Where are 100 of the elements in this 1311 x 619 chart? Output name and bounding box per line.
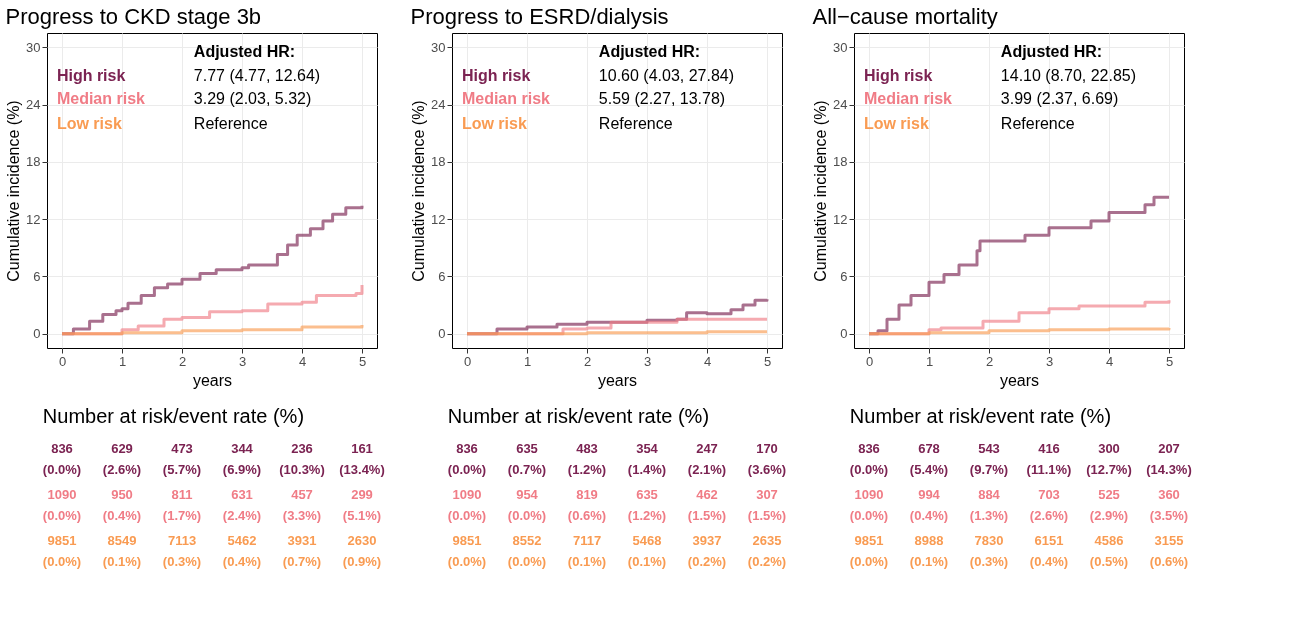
text: 836	[858, 441, 880, 456]
text: (0.1%)	[627, 554, 667, 569]
text: 9851	[47, 533, 77, 548]
text: High risk	[461, 66, 531, 84]
text: 836	[456, 441, 478, 456]
text: 9851	[452, 533, 482, 548]
text: (0.3%)	[162, 554, 202, 569]
text: (5.7%)	[162, 462, 202, 477]
text: 416	[1038, 441, 1060, 456]
x-tick-label: 1	[925, 353, 934, 369]
y-tick-label: 24	[26, 97, 41, 113]
x-axis-title: years	[597, 371, 638, 389]
text: 354	[636, 441, 659, 456]
annotation: 3.99 (2.37, 6.69)	[1000, 90, 1119, 108]
text: 2635	[752, 533, 782, 548]
y-tick-label: 6	[438, 268, 446, 284]
annotation: Adjusted HR:	[1000, 42, 1103, 60]
text: Number at risk/event rate (%)	[447, 405, 710, 427]
text: (0.0%)	[42, 462, 82, 477]
text: (1.3%)	[969, 508, 1009, 523]
text: High risk	[56, 66, 126, 84]
annotation: Adjusted HR:	[598, 42, 701, 60]
text: 1090	[854, 487, 884, 502]
y-tick-label: 18	[431, 154, 446, 170]
text: (14.3%)	[1146, 462, 1192, 477]
text: 629	[111, 441, 133, 456]
text: (0.1%)	[102, 554, 142, 569]
text: Low risk	[56, 115, 122, 133]
text: (0.4%)	[1029, 554, 1069, 569]
text: (1.2%)	[627, 508, 667, 523]
text: 207	[1158, 441, 1180, 456]
text: 307	[756, 487, 778, 502]
text: (0.0%)	[849, 462, 889, 477]
x-tick-label: 3	[1045, 353, 1054, 369]
text: 170	[756, 441, 778, 456]
text: 8549	[107, 533, 137, 548]
text: (0.0%)	[447, 554, 487, 569]
text: 300	[1098, 441, 1120, 456]
text: (0.1%)	[567, 554, 607, 569]
text: (5.4%)	[909, 462, 949, 477]
text: 811	[171, 487, 193, 502]
text: (0.4%)	[102, 508, 142, 523]
text: Number at risk/event rate (%)	[42, 405, 305, 427]
x-tick-label: 3	[643, 353, 652, 369]
text: 7113	[167, 533, 197, 548]
annotation: 3.29 (2.03, 5.32)	[193, 90, 312, 108]
x-tick-label: 5	[1165, 353, 1174, 369]
text: 994	[918, 487, 941, 502]
text: 884	[978, 487, 1001, 502]
x-tick-label: 2	[985, 353, 994, 369]
y-tick-label: 30	[26, 39, 41, 55]
text: (0.0%)	[447, 508, 487, 523]
y-tick-label: 24	[833, 97, 848, 113]
text: (1.2%)	[567, 462, 607, 477]
y-tick-label: 6	[840, 268, 848, 284]
y-tick-label: 12	[833, 211, 848, 227]
y-tick-label: 6	[33, 268, 41, 284]
text: 3937	[692, 533, 722, 548]
text: 360	[1158, 487, 1180, 502]
text: (0.4%)	[909, 508, 949, 523]
annotation: Reference	[1000, 115, 1075, 133]
chart-title: Progress to CKD stage 3b	[5, 4, 262, 29]
chart-title: Progress to ESRD/dialysis	[410, 4, 669, 29]
y-tick-label: 30	[431, 39, 446, 55]
y-axis-title: Cumulative incidence (%)	[5, 100, 23, 282]
text: 1090	[452, 487, 482, 502]
text: (2.4%)	[222, 508, 262, 523]
text: (1.4%)	[627, 462, 667, 477]
text: (0.0%)	[447, 462, 487, 477]
x-tick-label: 4	[703, 353, 712, 369]
annotation: 7.77 (4.77, 12.64)	[193, 66, 321, 84]
text: (0.3%)	[969, 554, 1009, 569]
text: 247	[696, 441, 718, 456]
text: 631	[231, 487, 253, 502]
y-axis-title: Cumulative incidence (%)	[410, 100, 428, 282]
x-tick-label: 4	[298, 353, 307, 369]
text: (2.6%)	[1029, 508, 1069, 523]
chart-title: All−cause mortality	[812, 4, 998, 29]
y-tick-label: 24	[431, 97, 446, 113]
y-tick-label: 30	[833, 39, 848, 55]
x-tick-label: 5	[358, 353, 367, 369]
text: (0.7%)	[507, 462, 547, 477]
x-tick-label: 0	[58, 353, 67, 369]
text: 483	[576, 441, 598, 456]
y-tick-label: 0	[33, 326, 41, 342]
text: (3.3%)	[282, 508, 322, 523]
text: 7830	[974, 533, 1004, 548]
text: 635	[636, 487, 658, 502]
text: 9851	[854, 533, 884, 548]
text: High risk	[863, 66, 933, 84]
text: (3.5%)	[1149, 508, 1189, 523]
text: (1.5%)	[687, 508, 727, 523]
y-tick-label: 0	[840, 326, 848, 342]
text: (11.1%)	[1026, 462, 1072, 477]
y-tick-label: 18	[833, 154, 848, 170]
text: (0.9%)	[342, 554, 382, 569]
annotation: 5.59 (2.27, 13.78)	[598, 90, 726, 108]
text: 703	[1038, 487, 1060, 502]
text: 678	[918, 441, 940, 456]
text: (0.0%)	[507, 508, 547, 523]
